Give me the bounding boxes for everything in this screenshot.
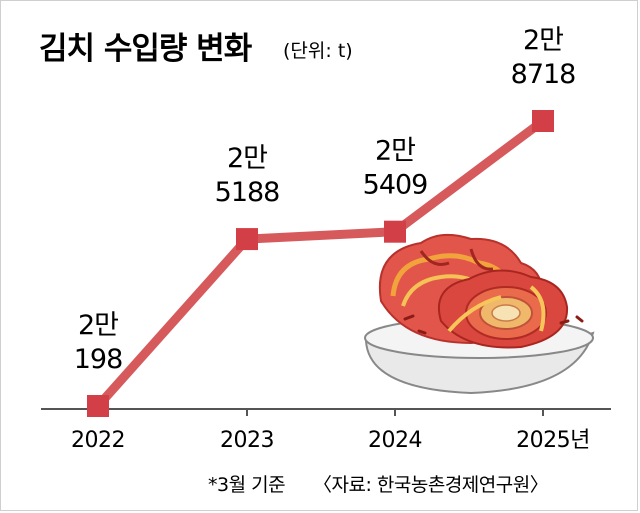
- x-axis-ticks: [97, 409, 544, 416]
- x-tick-label-1: 2023: [220, 428, 274, 453]
- data-label-1-line-0: 2만: [227, 143, 267, 174]
- data-label-3-line-1: 8718: [511, 59, 576, 90]
- data-point-marker-3: [532, 110, 554, 132]
- data-label-2-line-1: 5409: [363, 170, 428, 201]
- x-tick-label-3: 2025년: [516, 428, 590, 453]
- series-markers: [87, 110, 554, 417]
- data-point-marker-2: [384, 220, 406, 243]
- data-label-2-line-0: 2만: [375, 136, 415, 167]
- data-label-0-line-1: 198: [74, 344, 123, 375]
- x-tick-label-0: 2022: [71, 428, 125, 453]
- data-label-1-line-1: 5188: [215, 177, 280, 208]
- x-tick-labels: 2022 2023 2024 2025년: [71, 428, 590, 453]
- footnote: *3월 기준: [208, 474, 285, 496]
- series-line: [94, 117, 546, 409]
- x-tick-label-2: 2024: [368, 428, 422, 453]
- chart-title: 김치 수입량 변화: [39, 31, 253, 67]
- kimchi-bowl-illustration: [364, 233, 595, 395]
- data-label-0-line-0: 2만: [78, 310, 118, 341]
- data-point-marker-1: [236, 228, 258, 251]
- unit-label: (단위: t): [283, 40, 353, 62]
- data-point-marker-0: [87, 395, 109, 417]
- source-label: 〈자료: 한국농촌경제연구원〉: [313, 474, 548, 496]
- data-label-3-line-0: 2만: [523, 25, 563, 56]
